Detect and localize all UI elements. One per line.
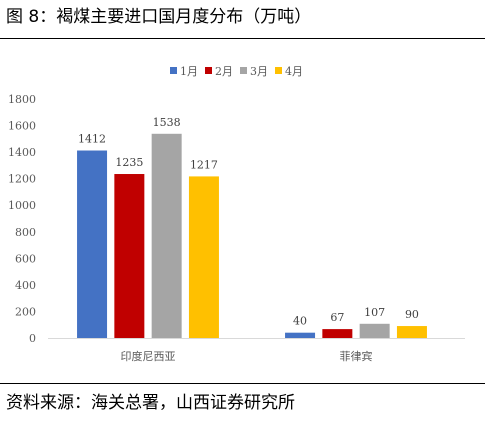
y-tick-label: 1200 bbox=[8, 173, 36, 186]
y-tick-label: 0 bbox=[29, 332, 36, 345]
bar-2-1 bbox=[285, 332, 316, 338]
x-tick-label-2: 菲律宾 bbox=[340, 349, 373, 363]
chart-legend: 1月 2月 3月 4月 bbox=[170, 65, 303, 78]
title-rule bbox=[0, 38, 485, 39]
legend-label-2: 2月 bbox=[215, 65, 233, 78]
data-label-1-4: 1217 bbox=[190, 158, 218, 171]
data-label-2-3: 107 bbox=[364, 306, 385, 319]
bar-1-4 bbox=[188, 176, 219, 338]
y-tick-label: 600 bbox=[15, 252, 36, 265]
figure-title: 图 8：褐煤主要进口国月度分布（万吨） bbox=[6, 7, 312, 27]
bar-2-2 bbox=[322, 329, 353, 338]
bar-1-1 bbox=[77, 150, 108, 338]
data-label-2-1: 40 bbox=[293, 315, 307, 328]
source-note: 资料来源：海关总署，山西证券研究所 bbox=[6, 393, 295, 413]
legend-swatch-2 bbox=[205, 67, 212, 74]
data-label-1-3: 1538 bbox=[153, 116, 181, 129]
bar-1-2 bbox=[114, 174, 145, 338]
y-tick-label: 200 bbox=[15, 305, 36, 318]
source-rule bbox=[0, 383, 485, 384]
bar-2-4 bbox=[396, 326, 427, 338]
data-label-2-2: 67 bbox=[330, 311, 344, 324]
data-label-2-4: 90 bbox=[405, 308, 419, 321]
plot-area: 1412 1235 1538 1217 40 67 107 90 bbox=[77, 116, 427, 338]
y-tick-label: 1600 bbox=[8, 120, 36, 133]
y-tick-label: 800 bbox=[15, 226, 36, 239]
legend-label-3: 3月 bbox=[250, 65, 268, 78]
legend-label-4: 4月 bbox=[285, 65, 303, 78]
x-tick-label-1: 印度尼西亚 bbox=[121, 349, 176, 363]
legend-swatch-3 bbox=[240, 67, 247, 74]
y-tick-label: 1800 bbox=[8, 93, 36, 106]
legend-swatch-4 bbox=[275, 67, 282, 74]
y-axis: 0 200 400 600 800 1000 1200 1400 1600 1800 bbox=[8, 93, 36, 345]
legend-swatch-1 bbox=[170, 67, 177, 74]
y-tick-label: 400 bbox=[15, 279, 36, 292]
data-label-1-1: 1412 bbox=[78, 133, 106, 146]
legend-label-1: 1月 bbox=[180, 65, 198, 78]
bar-2-3 bbox=[359, 323, 390, 338]
data-label-1-2: 1235 bbox=[115, 156, 143, 169]
y-tick-label: 1400 bbox=[8, 146, 36, 159]
y-tick-label: 1000 bbox=[8, 199, 36, 212]
bar-1-3 bbox=[151, 133, 182, 338]
x-axis: 印度尼西亚 菲律宾 bbox=[48, 338, 465, 363]
